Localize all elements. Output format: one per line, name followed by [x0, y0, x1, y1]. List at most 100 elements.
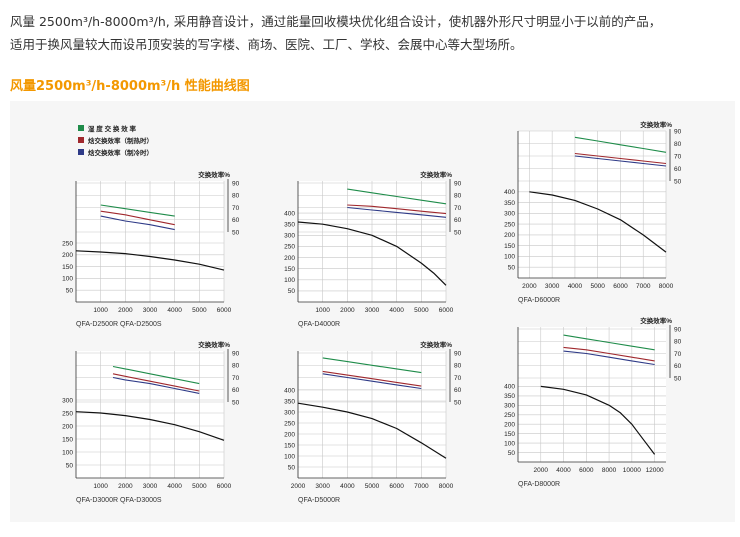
humidity-efficiency-line — [347, 188, 447, 205]
intro-line-1: 风量 2500m³/h-8000m³/h, 采用静音设计，通过能量回收模块优化组… — [10, 14, 662, 29]
chart-panel-5: 2000 3000 4000 5000 6000 7000 8000 50 100 150 200 2… — [284, 340, 461, 504]
enthalpy-cooling-line — [322, 373, 422, 390]
humidity-efficiency-line — [322, 357, 422, 374]
efficiency-tick-label: 90 — [674, 326, 682, 333]
efficiency-tick-label: 90 — [232, 180, 240, 187]
pressure-tick-label: 50 — [66, 288, 74, 295]
x-tick-label: 2000 — [534, 467, 549, 474]
humidity-efficiency-line — [112, 365, 200, 385]
efficiency-axis-label: 交换效率% — [420, 340, 452, 349]
x-tick-label: 1000 — [93, 483, 108, 490]
x-tick-label: 3000 — [545, 283, 560, 290]
pressure-tick-label: 150 — [284, 266, 295, 273]
x-tick-label: 4000 — [340, 483, 355, 490]
chart-panel-6: 2000 4000 6000 8000 10000 12000 50 100 150 200 250… — [504, 316, 681, 488]
pressure-tick-label: 100 — [284, 453, 295, 460]
efficiency-tick-label: 80 — [454, 193, 462, 200]
pressure-tick-label: 200 — [62, 423, 73, 430]
pressure-tick-label: 350 — [504, 200, 515, 207]
enthalpy-cooling-line — [100, 215, 175, 231]
x-tick-label: 12000 — [646, 467, 664, 474]
x-tick-label: 7000 — [636, 283, 651, 290]
pressure-tick-label: 100 — [504, 254, 515, 261]
x-tick-label: 4000 — [167, 483, 182, 490]
efficiency-tick-label: 60 — [454, 217, 462, 224]
efficiency-tick-label: 90 — [454, 350, 462, 357]
efficiency-tick-label: 70 — [674, 351, 682, 358]
pressure-curve — [297, 402, 447, 459]
efficiency-tick-label: 90 — [232, 350, 240, 357]
pressure-curve — [297, 221, 447, 286]
pressure-tick-label: 350 — [284, 222, 295, 229]
efficiency-tick-label: 80 — [674, 141, 682, 148]
pressure-tick-label: 250 — [62, 240, 73, 247]
model-label: QFA-D8000R — [518, 481, 560, 488]
pressure-tick-label: 200 — [504, 422, 515, 429]
enthalpy-heating-line — [100, 210, 175, 226]
pressure-tick-label: 50 — [508, 450, 516, 457]
pressure-tick-label: 250 — [504, 412, 515, 419]
x-tick-label: 3000 — [143, 483, 158, 490]
x-tick-label: 10000 — [623, 467, 641, 474]
pressure-tick-label: 50 — [288, 464, 296, 471]
pressure-tick-label: 250 — [504, 221, 515, 228]
chart-panel-2: 1000 2000 3000 4000 5000 6000 50 100 150 200 250 30… — [284, 170, 461, 328]
pressure-curve — [75, 411, 225, 441]
pressure-tick-label: 100 — [284, 277, 295, 284]
x-tick-label: 3000 — [315, 483, 330, 490]
efficiency-axis-label: 交换效率% — [640, 316, 672, 325]
x-tick-label: 3000 — [365, 307, 380, 314]
x-tick-label: 6000 — [217, 307, 232, 314]
pressure-tick-label: 200 — [504, 232, 515, 239]
pressure-tick-label: 100 — [504, 440, 515, 447]
enthalpy-heating-line — [347, 204, 447, 215]
pressure-tick-label: 100 — [62, 449, 73, 456]
efficiency-tick-label: 50 — [232, 399, 240, 406]
pressure-curve — [540, 385, 656, 455]
model-label: QFA-D2500R QFA-D2500S — [76, 321, 162, 328]
x-tick-label: 7000 — [414, 483, 429, 490]
pressure-tick-label: 250 — [284, 244, 295, 251]
efficiency-tick-label: 60 — [232, 387, 240, 394]
enthalpy-heating-line — [574, 152, 667, 165]
x-tick-label: 6000 — [217, 483, 232, 490]
efficiency-axis-label: 交换效率% — [198, 340, 230, 349]
pressure-tick-label: 300 — [284, 233, 295, 240]
legend-swatch — [78, 125, 84, 131]
x-tick-label: 6000 — [613, 283, 628, 290]
efficiency-tick-label: 70 — [674, 153, 682, 160]
efficiency-tick-label: 60 — [232, 217, 240, 224]
pressure-tick-label: 200 — [284, 431, 295, 438]
performance-chart-panel: 湿 度 交 换 效 率焓交换效率（制热时） 焓交换效率（制冷时） 1000 2000 3… — [10, 101, 735, 522]
pressure-tick-label: 50 — [508, 265, 516, 272]
x-tick-label: 2000 — [340, 307, 355, 314]
x-tick-label: 1000 — [315, 307, 330, 314]
intro-line-2: 适用于换风量较大而设吊顶安装的写字楼、商场、医院、工厂、学校、会展中心等大型场所… — [10, 37, 523, 52]
pressure-tick-label: 50 — [66, 462, 74, 469]
pressure-tick-label: 200 — [62, 252, 73, 259]
x-tick-label: 6000 — [389, 483, 404, 490]
x-tick-label: 2000 — [291, 483, 306, 490]
pressure-tick-label: 300 — [284, 409, 295, 416]
x-tick-label: 6000 — [579, 467, 594, 474]
pressure-tick-label: 150 — [504, 431, 515, 438]
pressure-curve — [75, 250, 225, 271]
x-tick-label: 4000 — [556, 467, 571, 474]
x-tick-label: 5000 — [192, 307, 207, 314]
model-label: QFA-D4000R — [298, 321, 340, 328]
x-tick-label: 5000 — [590, 283, 605, 290]
x-tick-label: 1000 — [93, 307, 108, 314]
x-tick-label: 8000 — [439, 483, 454, 490]
x-tick-label: 6000 — [439, 307, 454, 314]
pressure-tick-label: 200 — [284, 255, 295, 262]
pressure-tick-label: 300 — [504, 403, 515, 410]
efficiency-tick-label: 70 — [454, 375, 462, 382]
enthalpy-cooling-line — [574, 155, 667, 167]
pressure-tick-label: 250 — [284, 420, 295, 427]
chart-plot-area — [518, 131, 666, 278]
x-tick-label: 2000 — [522, 283, 537, 290]
efficiency-tick-label: 80 — [232, 363, 240, 370]
x-tick-label: 8000 — [602, 467, 617, 474]
pressure-tick-label: 150 — [284, 442, 295, 449]
